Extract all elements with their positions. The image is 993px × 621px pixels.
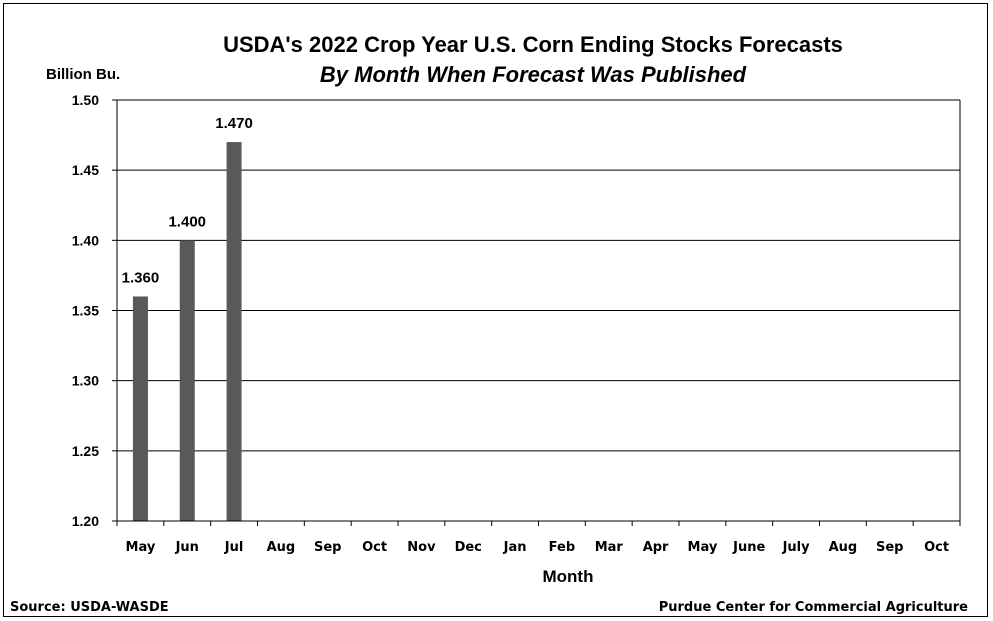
x-tick-label: May <box>126 540 156 555</box>
credit-note: Purdue Center for Commercial Agriculture <box>659 600 968 615</box>
x-tick-label: Feb <box>549 540 575 555</box>
y-tick-label: 1.30 <box>72 373 99 389</box>
y-tick-labels: 1.20 1.25 1.30 1.35 1.40 1.45 1.50 <box>72 92 99 529</box>
data-labels: 1.360 1.400 1.470 <box>122 115 253 286</box>
x-tick-label: July <box>782 540 811 555</box>
x-tick-label: Dec <box>455 540 482 555</box>
chart-title: USDA's 2022 Crop Year U.S. Corn Ending S… <box>223 32 843 57</box>
data-label: 1.470 <box>215 115 253 132</box>
source-note: Source: USDA-WASDE <box>10 600 169 615</box>
y-tick-label: 1.40 <box>72 232 99 248</box>
grid-lines <box>117 99 960 452</box>
x-tick-label: Mar <box>595 540 624 555</box>
x-tick-label: Sep <box>314 540 342 555</box>
data-label: 1.360 <box>122 269 160 286</box>
y-tick-label: 1.20 <box>72 513 99 529</box>
y-tick-label: 1.25 <box>72 443 99 459</box>
y-axis-label: Billion Bu. <box>46 66 120 83</box>
x-tick-label: Sep <box>876 540 904 555</box>
bars <box>132 142 242 522</box>
y-tick-label: 1.50 <box>72 92 99 108</box>
bar <box>179 240 195 522</box>
axes <box>112 99 961 526</box>
y-tick-label: 1.35 <box>72 303 99 319</box>
x-tick-label: Jan <box>503 540 527 555</box>
x-tick-label: Nov <box>407 540 436 555</box>
x-tick-label: Apr <box>643 540 669 555</box>
data-label: 1.400 <box>168 213 206 230</box>
x-axis-label: Month <box>543 567 594 586</box>
y-tick-label: 1.45 <box>72 162 99 178</box>
x-tick-labels: May Jun Jul Aug Sep Oct Nov Dec Jan Feb Mar Apr May J… <box>126 540 950 555</box>
x-tick-label: Jul <box>224 540 244 555</box>
x-tick-label: Aug <box>829 540 858 555</box>
x-tick-label: May <box>688 540 718 555</box>
x-tick-label: Jun <box>175 540 199 555</box>
chart-subtitle: By Month When Forecast Was Published <box>320 62 747 87</box>
bar <box>226 142 242 521</box>
x-tick-label: Aug <box>267 540 296 555</box>
x-tick-label: Oct <box>924 540 949 555</box>
x-tick-label: Oct <box>362 540 387 555</box>
bar <box>132 296 148 521</box>
x-tick-label: June <box>732 540 765 555</box>
